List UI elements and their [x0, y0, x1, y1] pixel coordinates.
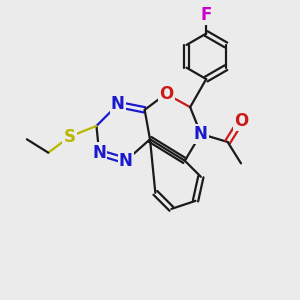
Text: N: N: [111, 95, 125, 113]
Text: F: F: [200, 6, 212, 24]
Text: O: O: [159, 85, 173, 103]
Text: S: S: [64, 128, 76, 146]
Text: N: N: [92, 144, 106, 162]
Text: N: N: [194, 125, 208, 143]
Text: O: O: [234, 112, 248, 130]
Text: N: N: [119, 152, 133, 170]
